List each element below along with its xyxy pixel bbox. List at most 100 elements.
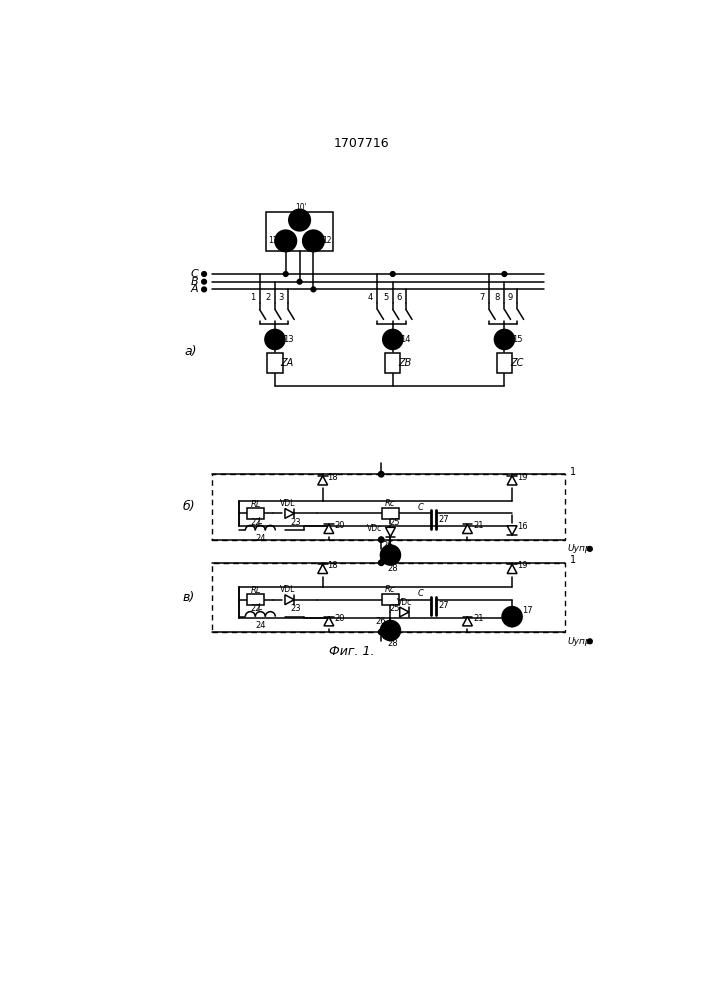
Bar [385, 353, 400, 373]
Text: Uупр.: Uупр. [568, 637, 594, 646]
Text: B: B [191, 277, 199, 287]
Circle shape [201, 279, 206, 284]
Circle shape [494, 329, 515, 349]
Polygon shape [507, 564, 517, 574]
Bar [497, 353, 512, 373]
Text: C: C [191, 269, 199, 279]
Bar [266, 212, 334, 251]
Polygon shape [324, 617, 334, 626]
Polygon shape [285, 509, 294, 518]
Text: 21: 21 [473, 614, 484, 623]
Polygon shape [507, 526, 517, 535]
Circle shape [201, 272, 206, 276]
Circle shape [297, 279, 302, 284]
Text: C: C [418, 503, 423, 512]
Bar [247, 594, 264, 605]
Text: ДН: ДН [293, 216, 306, 225]
Text: 19: 19 [517, 561, 527, 570]
Polygon shape [462, 617, 472, 626]
Circle shape [380, 620, 400, 641]
Text: 15: 15 [513, 335, 522, 344]
Circle shape [311, 287, 316, 292]
Text: L: L [258, 603, 262, 612]
Bar [382, 594, 399, 605]
Text: C: C [418, 589, 423, 598]
Bar [267, 353, 283, 373]
Circle shape [265, 329, 285, 349]
Polygon shape [507, 476, 517, 485]
Text: A: A [191, 284, 199, 294]
Text: 18: 18 [327, 561, 338, 570]
Circle shape [201, 287, 206, 292]
Text: 1707716: 1707716 [334, 137, 390, 150]
Text: 18: 18 [327, 473, 338, 482]
Text: 24: 24 [255, 621, 266, 630]
Text: 9: 9 [508, 293, 513, 302]
Circle shape [284, 272, 288, 276]
Text: VDc: VDc [368, 524, 382, 533]
Text: 2: 2 [265, 293, 271, 302]
Text: б): б) [182, 500, 195, 513]
Text: а): а) [184, 344, 197, 358]
Text: 28: 28 [387, 564, 398, 573]
Polygon shape [317, 564, 327, 574]
Text: АТ: АТ [499, 335, 509, 344]
Text: 20: 20 [334, 521, 345, 530]
Text: Uупр.: Uупр. [568, 544, 594, 553]
Text: 25: 25 [389, 518, 399, 527]
Text: 22: 22 [250, 604, 261, 613]
Circle shape [378, 472, 384, 477]
Text: 16: 16 [518, 522, 528, 531]
Polygon shape [285, 595, 294, 605]
Text: 12: 12 [322, 236, 332, 245]
Text: 27: 27 [438, 601, 449, 610]
Text: L: L [258, 517, 262, 526]
Text: АТ: АТ [388, 335, 398, 344]
Text: 26: 26 [382, 541, 393, 550]
Text: 20: 20 [334, 614, 345, 623]
Text: Фиг. 1.: Фиг. 1. [329, 645, 375, 658]
Text: VDc: VDc [397, 598, 412, 607]
Polygon shape [324, 524, 334, 533]
Circle shape [378, 560, 384, 565]
Text: ZА: ZА [281, 358, 294, 368]
Text: Rc: Rc [385, 499, 396, 508]
Text: 27: 27 [438, 515, 449, 524]
Bar [247, 508, 264, 519]
Text: 6: 6 [396, 293, 402, 302]
Text: 1: 1 [250, 293, 255, 302]
Text: 5: 5 [383, 293, 388, 302]
Text: АТ: АТ [385, 551, 395, 560]
Text: VDL: VDL [281, 499, 296, 508]
Polygon shape [385, 527, 395, 537]
Text: АТ: АТ [385, 626, 395, 635]
Polygon shape [317, 476, 327, 485]
Circle shape [502, 272, 507, 276]
Circle shape [588, 639, 592, 644]
Circle shape [303, 230, 325, 252]
Polygon shape [462, 524, 472, 533]
Circle shape [275, 230, 296, 252]
Text: 3: 3 [279, 293, 284, 302]
Text: 10': 10' [296, 203, 307, 212]
Text: 1: 1 [570, 467, 576, 477]
Text: 23: 23 [291, 518, 301, 527]
Text: 19: 19 [517, 473, 527, 482]
Text: 8: 8 [495, 293, 500, 302]
Text: 21: 21 [473, 521, 484, 530]
Circle shape [502, 607, 522, 627]
Bar [212, 563, 565, 632]
Text: 7: 7 [479, 293, 485, 302]
Text: 22: 22 [250, 518, 261, 527]
Text: RL: RL [250, 500, 261, 509]
Circle shape [588, 547, 592, 551]
Text: 25: 25 [389, 604, 399, 613]
Circle shape [382, 329, 403, 349]
Circle shape [288, 209, 310, 231]
Text: 23: 23 [291, 604, 301, 613]
Text: ДН: ДН [279, 236, 292, 245]
Circle shape [378, 629, 384, 635]
Polygon shape [399, 607, 409, 617]
Circle shape [378, 537, 384, 542]
Bar [212, 474, 565, 540]
